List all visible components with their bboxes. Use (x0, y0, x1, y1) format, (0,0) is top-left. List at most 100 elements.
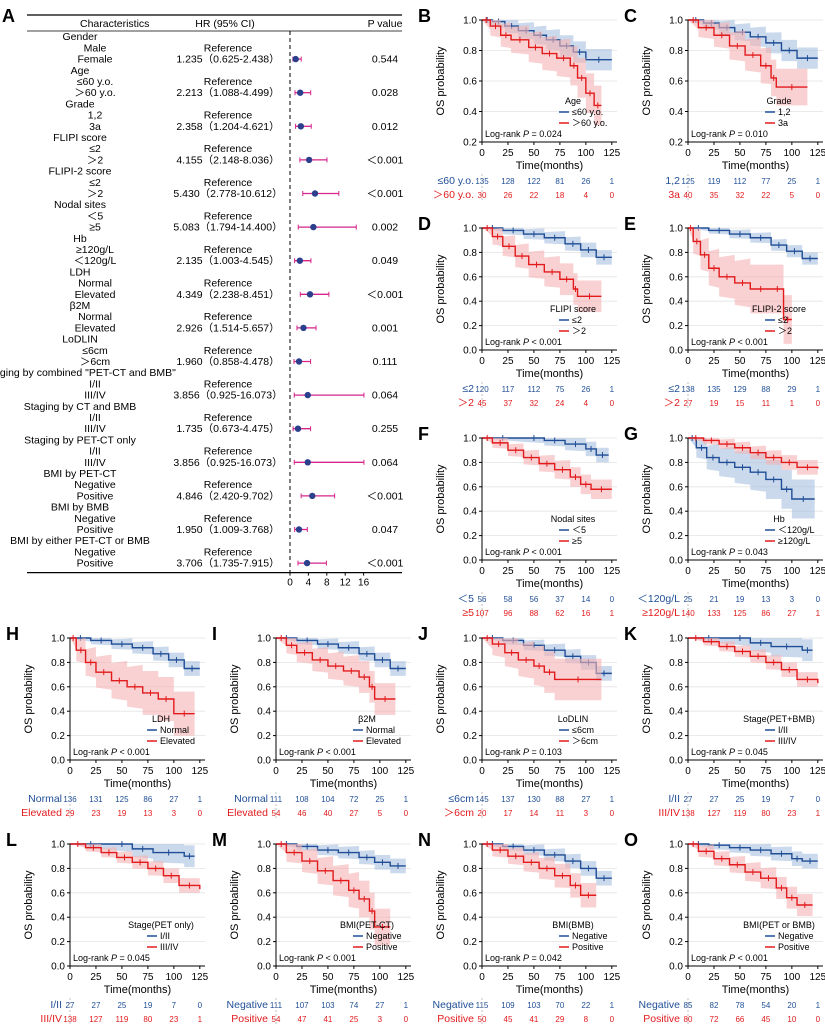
x-tick-label: 0 (479, 972, 485, 983)
at-risk-count: 58 (504, 595, 513, 604)
at-risk-group-label: I/II (50, 999, 62, 1011)
at-risk-count: 112 (528, 385, 541, 394)
y-tick-label: 1.0 (669, 16, 683, 27)
y-tick-label: 0.0 (257, 962, 271, 973)
at-risk-count: 10 (787, 1015, 796, 1024)
forest-row-label: ＞6cm (80, 356, 111, 368)
legend-label: Negative (572, 931, 608, 941)
at-risk-count: 122 (527, 177, 541, 186)
at-risk-count: 37 (555, 595, 564, 604)
x-axis-title: Time(months) (722, 368, 789, 380)
y-tick-label: 0.4 (257, 913, 271, 924)
x-tick-label: 0 (685, 356, 691, 367)
ci-band (688, 438, 818, 476)
at-risk-count: 29 (787, 385, 796, 394)
at-risk-count: 77 (761, 177, 770, 186)
at-risk-count: 0 (610, 595, 615, 604)
forest-row-label: 1,2 (88, 110, 103, 122)
at-risk-count: 135 (475, 177, 489, 186)
forest-x-tick-label: 16 (358, 578, 370, 589)
y-axis-title: OS probability (435, 870, 447, 940)
log-rank-text: Log-rank P = 0.043 (691, 547, 768, 557)
y-tick-label: 0.6 (257, 888, 271, 899)
at-risk-count: 0 (816, 191, 821, 200)
x-tick-label: 75 (760, 356, 772, 367)
at-risk-count: 0 (198, 1001, 203, 1010)
ci-band (70, 844, 200, 897)
forest-point (309, 492, 316, 500)
x-tick-label: 125 (809, 566, 825, 577)
survival-curve (688, 227, 792, 321)
at-risk-count: 46 (298, 809, 307, 818)
at-risk-count: 37 (504, 399, 513, 408)
ci-band (276, 638, 406, 676)
at-risk-count: 72 (349, 795, 358, 804)
x-tick-label: 100 (578, 356, 595, 367)
at-risk-count: 25 (117, 1001, 126, 1010)
y-tick-label: 0.8 (669, 658, 683, 669)
forest-row-label: ≤2 (89, 143, 101, 155)
x-tick-label: 75 (554, 148, 566, 159)
y-tick-label: 0.2 (257, 731, 271, 742)
x-tick-label: 125 (809, 972, 825, 983)
forest-row-label: BMI by BMB (51, 502, 109, 514)
at-risk-count: 41 (323, 1015, 332, 1024)
at-risk-count: 5 (378, 809, 383, 818)
x-tick-label: 0 (273, 766, 279, 777)
panel-label: J (418, 624, 428, 644)
at-risk-count: 4 (584, 399, 589, 408)
forest-hr-ci: Reference (204, 412, 253, 424)
ci-band (276, 844, 406, 874)
x-tick-label: 25 (708, 972, 720, 983)
at-risk-group-label: ≥5 (462, 607, 474, 619)
forest-row-label: Grade (65, 98, 94, 110)
at-risk-count: 75 (555, 385, 564, 394)
y-axis-title: OS probability (435, 46, 447, 116)
at-risk-count: 27 (684, 795, 693, 804)
forest-hr-ci: Reference (204, 311, 253, 323)
at-risk-group-label: ≤6cm (448, 793, 474, 805)
y-tick-label: 0.0 (463, 756, 477, 767)
at-risk-count: 27 (92, 1001, 101, 1010)
x-tick-label: 50 (528, 972, 540, 983)
forest-row-label: Staging by CT and BMB (24, 401, 136, 413)
at-risk-count: 15 (735, 399, 744, 408)
at-risk-count: 86 (143, 795, 152, 804)
legend-label: 1,2 (778, 107, 791, 117)
forest-hr-ci: Reference (204, 110, 253, 122)
at-risk-group-label: Normal (234, 793, 268, 805)
ci-band (482, 844, 612, 886)
survival-curve (688, 437, 819, 469)
at-risk-group-label: ≤60 y.o. (437, 175, 474, 187)
at-risk-count: 103 (321, 1001, 335, 1010)
forest-row-label: Positive (77, 524, 114, 536)
p-value: = 0.043 (735, 547, 768, 557)
y-tick-label: 0.6 (463, 682, 477, 693)
at-risk-count: 27 (169, 795, 178, 804)
forest-hr-ci: 2.135（1.003-4.545） (176, 255, 279, 267)
forest-row-label: Positive (77, 490, 114, 502)
legend-title: Stage(PET+BMB) (743, 714, 815, 724)
forest-hr-ci: 5.083（1.794-14.400） (173, 222, 282, 234)
panel-label: O (624, 830, 638, 850)
x-tick-label: 50 (116, 972, 128, 983)
x-axis-title: Time(months) (310, 984, 377, 996)
at-risk-count: 1 (610, 609, 615, 618)
forest-plot: A Characteristics HR (95% CI) P value Gender… (0, 6, 404, 589)
legend-title: BMI(BMB) (552, 920, 594, 930)
y-tick-label: 0.8 (669, 46, 683, 57)
legend-title: Nodal sites (551, 514, 596, 524)
at-risk-count: 26 (504, 191, 513, 200)
y-axis-title: OS probability (229, 664, 241, 734)
legend-label: ＞6cm (572, 736, 598, 746)
at-risk-count: 1 (198, 795, 203, 804)
forest-row-label: ＜5 (87, 210, 103, 222)
forest-p-value: 0.064 (372, 390, 398, 402)
y-tick-label: 0.4 (257, 707, 271, 718)
at-risk-count: 127 (89, 1015, 103, 1024)
legend-title: LDH (152, 714, 170, 724)
p-symbol: P (523, 337, 529, 347)
at-risk-group-label: Negative (227, 999, 269, 1011)
at-risk-count: 3 (378, 1015, 383, 1024)
at-risk-count: 104 (321, 795, 335, 804)
